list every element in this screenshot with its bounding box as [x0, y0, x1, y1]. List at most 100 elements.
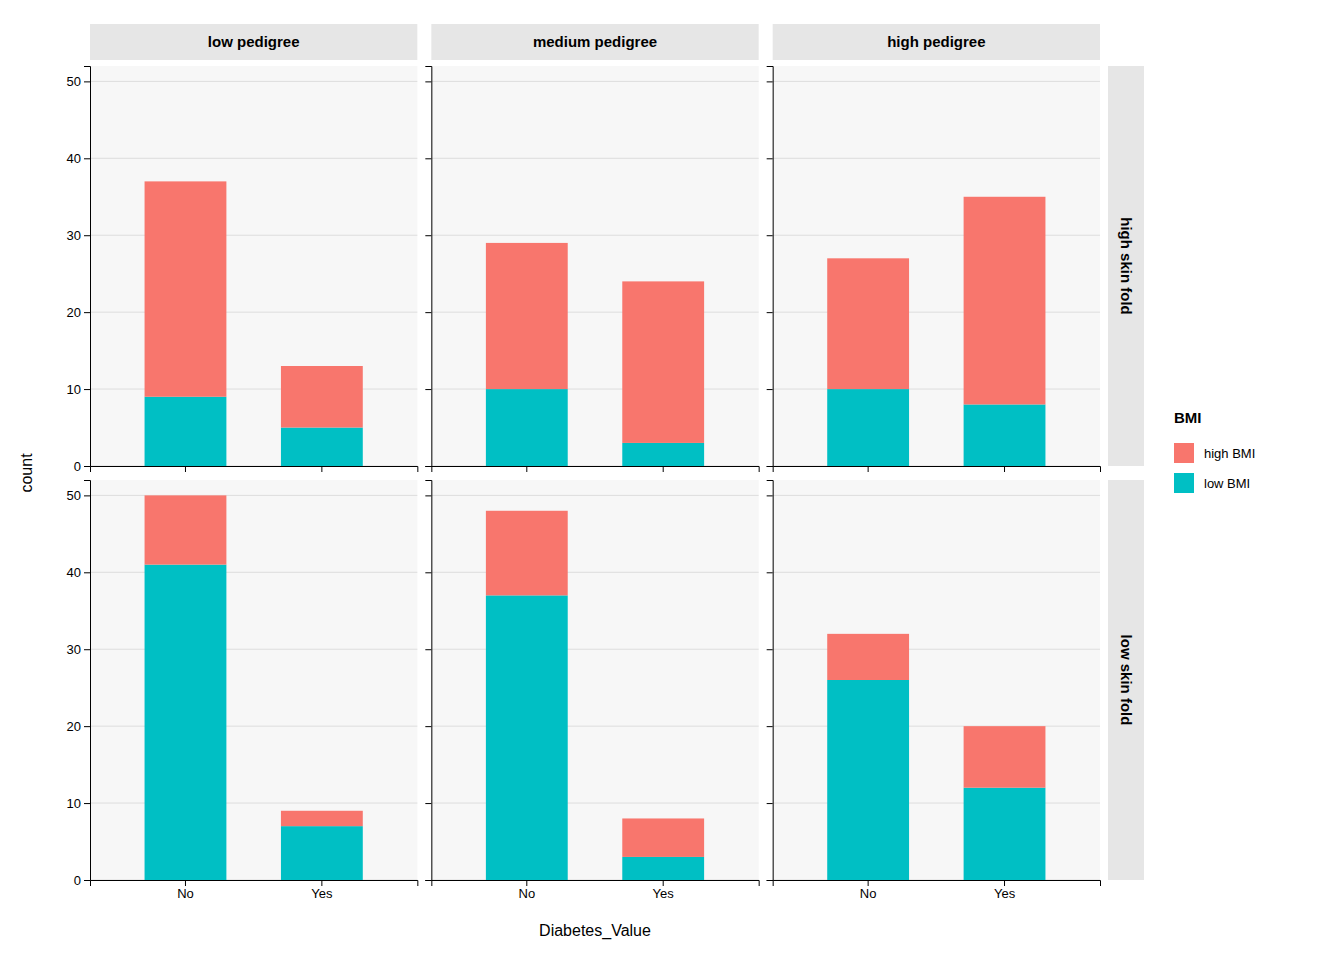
axis-line — [91, 467, 418, 473]
x-axis-title: Diabetes_Value — [539, 922, 651, 940]
tick: 30 — [67, 642, 90, 657]
bar-segment — [827, 634, 909, 680]
legend-label: high BMI — [1204, 446, 1255, 461]
grid-line — [431, 235, 758, 236]
strip-background — [773, 24, 1100, 60]
grid-line — [90, 235, 417, 236]
tick-label: 10 — [67, 796, 81, 811]
axis-line — [84, 67, 91, 467]
tick — [663, 466, 664, 472]
grid-line — [90, 389, 417, 390]
grid-line — [431, 158, 758, 159]
bar-segment — [622, 443, 704, 466]
legend-title: BMI — [1174, 409, 1202, 426]
bar-segment — [281, 366, 363, 428]
tick — [767, 649, 773, 650]
tick-mark — [84, 726, 90, 727]
tick-label: Yes — [311, 886, 333, 901]
strip-label: high skin fold — [1118, 217, 1135, 315]
tick: No — [518, 880, 535, 901]
tick-mark — [526, 880, 527, 886]
tick-label: 40 — [67, 151, 81, 166]
tick-label: No — [518, 886, 535, 901]
x-axis: NoYes — [773, 880, 1100, 901]
grid-line — [773, 235, 1100, 236]
grid — [431, 495, 758, 880]
grid-line — [90, 649, 417, 650]
legend-swatch — [1174, 473, 1194, 493]
tick-mark — [425, 880, 431, 881]
panel — [767, 66, 1101, 472]
tick-mark — [767, 649, 773, 650]
tick — [767, 803, 773, 804]
tick-mark — [425, 495, 431, 496]
bars — [145, 495, 363, 880]
x-axis: No Yes — [91, 880, 418, 901]
tick-mark — [321, 466, 322, 472]
grid-line — [773, 726, 1100, 727]
tick-label: 30 — [67, 642, 81, 657]
tick-mark — [425, 235, 431, 236]
tick-label: Yes — [653, 886, 675, 901]
grid-line — [431, 389, 758, 390]
tick: Yes — [311, 880, 333, 901]
tick-mark — [767, 572, 773, 573]
tick — [185, 466, 186, 472]
panel — [425, 66, 759, 472]
tick-mark — [425, 803, 431, 804]
tick: Yes — [653, 880, 675, 901]
tick-label: 40 — [67, 565, 81, 580]
tick — [425, 389, 431, 390]
bar-segment — [964, 788, 1046, 880]
tick: 0 — [74, 459, 90, 474]
tick — [868, 466, 869, 472]
tick: 10 — [67, 796, 90, 811]
grid — [90, 81, 417, 466]
bar-segment — [486, 595, 568, 880]
bars — [145, 181, 363, 466]
tick: 30 — [67, 228, 90, 243]
tick-mark — [425, 81, 431, 82]
axis-line — [773, 881, 1100, 887]
tick-mark — [425, 649, 431, 650]
bar-segment — [281, 811, 363, 826]
y-axis: 01020304050 — [67, 67, 91, 474]
grid-line — [90, 158, 417, 159]
tick-mark — [868, 466, 869, 472]
tick-mark — [84, 81, 90, 82]
tick-mark — [767, 726, 773, 727]
tick-label: 20 — [67, 719, 81, 734]
tick-mark — [84, 803, 90, 804]
tick — [526, 466, 527, 472]
bar-segment — [964, 404, 1046, 466]
strip-background — [431, 24, 758, 60]
tick: 20 — [67, 719, 90, 734]
strip-background — [1108, 480, 1144, 880]
grid-line — [90, 803, 417, 804]
tick-label: 0 — [74, 459, 81, 474]
tick-mark — [84, 312, 90, 313]
grid-line — [431, 81, 758, 82]
tick-label: No — [177, 886, 194, 901]
bar-segment — [145, 565, 227, 880]
x-axis — [432, 466, 759, 472]
grid-line — [773, 389, 1100, 390]
tick-mark — [767, 312, 773, 313]
tick-mark — [84, 466, 90, 467]
axis-line — [425, 481, 432, 881]
tick — [425, 880, 431, 881]
panel: No Yes — [425, 480, 759, 901]
bar-segment — [964, 726, 1046, 788]
tick-mark — [767, 466, 773, 467]
tick: 40 — [67, 151, 90, 166]
tick — [767, 466, 773, 467]
tick: No — [177, 880, 194, 901]
tick-mark — [84, 649, 90, 650]
y-axis — [767, 481, 774, 881]
grid-line — [90, 572, 417, 573]
tick-mark — [868, 880, 869, 886]
tick-mark — [84, 880, 90, 881]
tick — [425, 649, 431, 650]
grid-line — [773, 803, 1100, 804]
bar-segment — [622, 857, 704, 880]
